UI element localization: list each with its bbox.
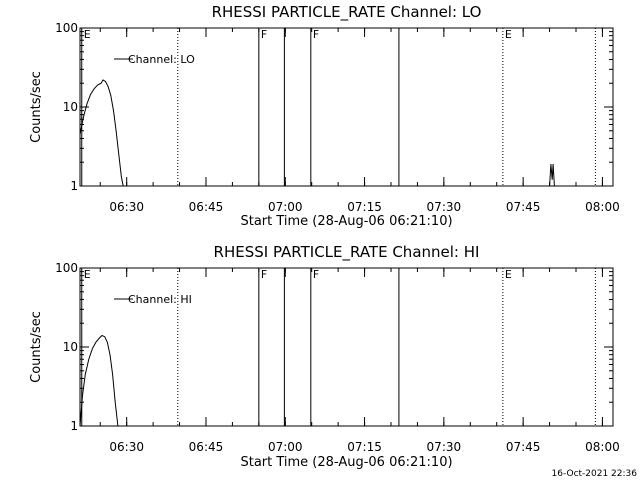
series-line — [549, 163, 555, 187]
event-marker-label: F — [261, 28, 267, 41]
x-tick-label: 07:45 — [506, 200, 541, 214]
x-tick-label: 07:00 — [268, 200, 303, 214]
series-line — [79, 334, 119, 427]
y-tick-label: 1 — [70, 419, 78, 433]
x-tick-label: 08:00 — [585, 200, 620, 214]
x-tick-label: 08:00 — [585, 440, 620, 454]
x-tick-label: 06:30 — [109, 200, 144, 214]
legend-label: Channel: HI — [128, 293, 192, 306]
y-axis-label: Counts/sec — [29, 311, 44, 383]
x-tick-label: 07:30 — [427, 200, 462, 214]
footer-date: 16-Oct-2021 22:36 — [552, 469, 638, 479]
y-tick-label: 100 — [55, 261, 78, 275]
y-axis-label: Counts/sec — [29, 71, 44, 143]
y-tick-label: 10 — [63, 340, 78, 354]
event-marker-label: E — [505, 268, 512, 281]
x-tick-label: 07:15 — [347, 440, 382, 454]
x-axis-label: Start Time (28-Aug-06 06:21:10) — [240, 455, 452, 470]
series-line — [79, 79, 124, 187]
x-tick-label: 07:45 — [506, 440, 541, 454]
chart-panel-2: RHESSI PARTICLE_RATE Channel: HI E F F E 1 10 1… — [29, 243, 620, 470]
x-tick-label: 07:30 — [427, 440, 462, 454]
x-tick-label: 06:45 — [189, 440, 224, 454]
x-tick-label: 06:45 — [189, 200, 224, 214]
plot-frame — [79, 27, 614, 187]
y-tick-label: 100 — [55, 21, 78, 35]
chart-title: RHESSI PARTICLE_RATE Channel: HI — [214, 243, 480, 262]
event-marker-label: F — [313, 28, 319, 41]
event-marker-label: F — [313, 268, 319, 281]
chart-title: RHESSI PARTICLE_RATE Channel: LO — [212, 3, 482, 22]
event-marker-label: F — [261, 268, 267, 281]
plot-frame — [79, 267, 614, 427]
x-axis-label: Start Time (28-Aug-06 06:21:10) — [240, 214, 452, 229]
x-tick-label: 07:00 — [268, 440, 303, 454]
event-marker-label: E — [84, 28, 91, 41]
y-tick-label: 1 — [70, 179, 78, 193]
event-marker-label: E — [505, 28, 512, 41]
x-tick-label: 06:30 — [109, 440, 144, 454]
legend-label: Channel: LO — [128, 53, 195, 66]
x-tick-label: 07:15 — [347, 200, 382, 214]
chart-panel-1: RHESSI PARTICLE_RATE Channel: LO E F F E 1 10 1… — [29, 3, 620, 229]
y-tick-label: 10 — [63, 100, 78, 114]
event-marker-label: E — [84, 268, 91, 281]
